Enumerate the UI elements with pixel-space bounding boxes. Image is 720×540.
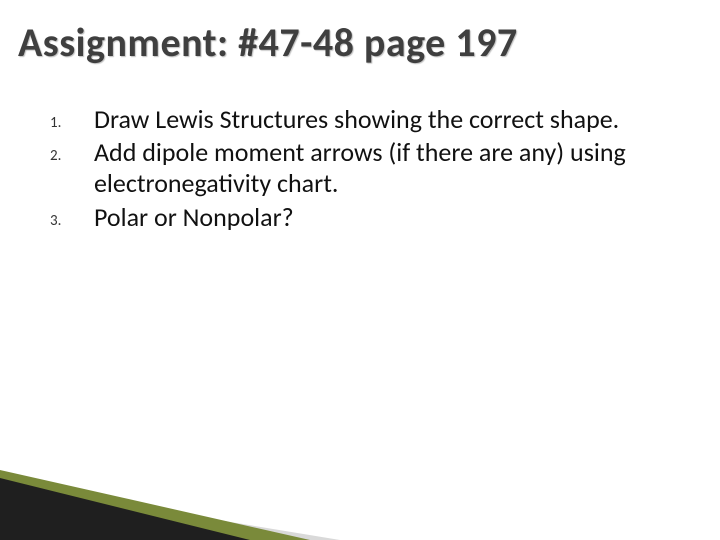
- title-block: Assignment: #47-48 page 197: [18, 18, 702, 67]
- list-item-text: Draw Lewis Structures showing the correc…: [94, 103, 619, 135]
- corner-wedge-dark-icon: [0, 478, 250, 540]
- list-item: Draw Lewis Structures showing the correc…: [40, 104, 660, 135]
- list-item: Polar or Nonpolar?: [40, 202, 660, 233]
- list-item-text: Polar or Nonpolar?: [94, 201, 294, 233]
- slide: Assignment: #47-48 page 197 Draw Lewis S…: [0, 0, 720, 540]
- list-item-text: Add dipole moment arrows (if there are a…: [94, 136, 626, 199]
- list-item: Add dipole moment arrows (if there are a…: [40, 137, 660, 199]
- body-block: Draw Lewis Structures showing the correc…: [40, 104, 660, 235]
- instruction-list: Draw Lewis Structures showing the correc…: [40, 104, 660, 233]
- page-title: Assignment: #47-48 page 197: [18, 18, 702, 67]
